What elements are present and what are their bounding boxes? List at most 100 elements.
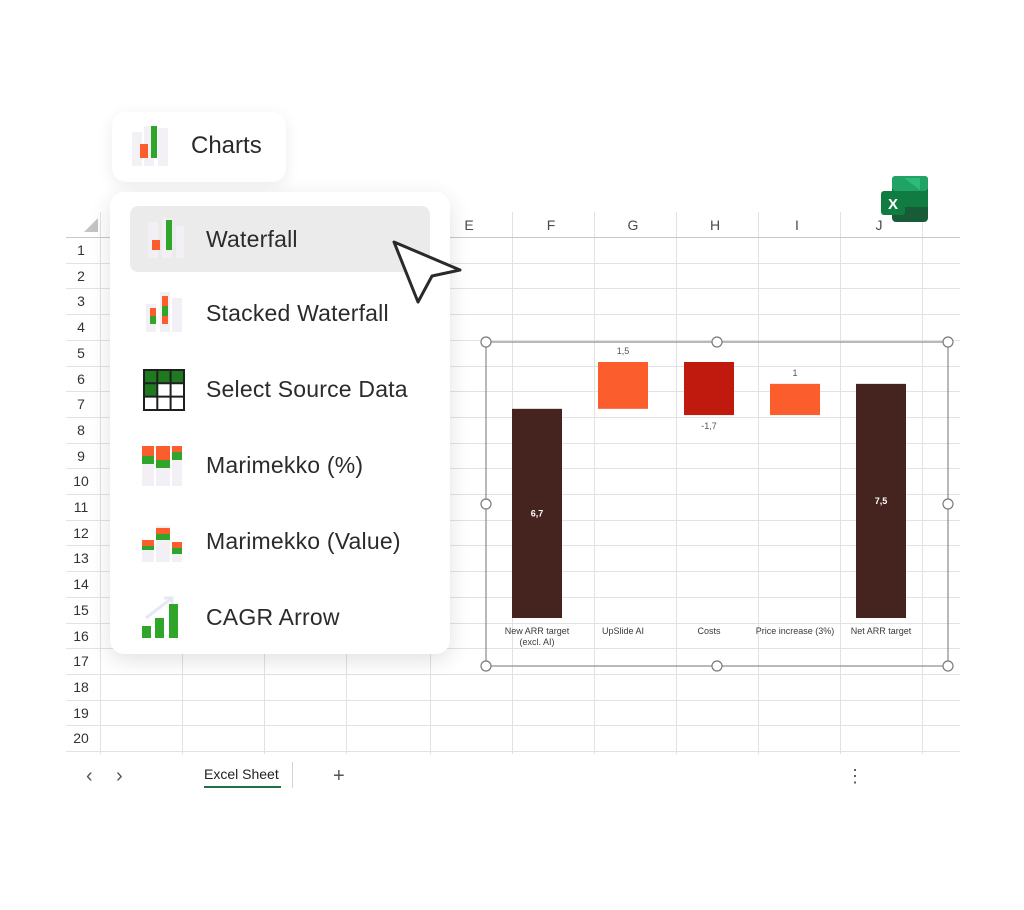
data-label: 1 bbox=[792, 368, 797, 378]
menu-item-label: Marimekko (Value) bbox=[206, 527, 401, 554]
menu-item-label: Stacked Waterfall bbox=[206, 299, 389, 326]
grid-hline bbox=[66, 339, 960, 341]
excel-logo-icon: X bbox=[881, 176, 928, 222]
row-header[interactable]: 5 bbox=[77, 344, 85, 361]
row-header[interactable]: 1 bbox=[77, 242, 85, 258]
row-header[interactable]: 17 bbox=[73, 653, 89, 670]
row-header[interactable]: 6 bbox=[77, 370, 85, 387]
row-header[interactable]: 20 bbox=[73, 730, 89, 747]
row-header[interactable]: 16 bbox=[73, 627, 89, 644]
row-header[interactable]: 18 bbox=[73, 678, 89, 695]
waterfall-bar[interactable] bbox=[684, 362, 734, 416]
grid-hline bbox=[66, 288, 960, 290]
menu-item-label: Waterfall bbox=[206, 225, 298, 252]
chart-bars-icon bbox=[132, 126, 168, 166]
grid-hline bbox=[66, 673, 960, 675]
resize-handle[interactable] bbox=[942, 660, 954, 672]
column-header[interactable]: G bbox=[627, 217, 639, 233]
waterfall-bar[interactable] bbox=[856, 383, 906, 618]
row-header[interactable]: 2 bbox=[77, 267, 85, 284]
select-all-corner[interactable] bbox=[84, 218, 98, 232]
grid-hline bbox=[66, 391, 960, 393]
svg-text:X: X bbox=[888, 196, 898, 213]
charts-dropdown-menu: Waterfall Stacked Waterfall Select Sourc… bbox=[110, 192, 450, 654]
column-header[interactable]: H bbox=[709, 217, 721, 233]
menu-item-select-source-data[interactable]: Select Source Data bbox=[130, 356, 430, 422]
menu-item-marimekko-value[interactable]: Marimekko (Value) bbox=[130, 508, 430, 574]
more-options-button[interactable]: ⋮ bbox=[846, 766, 864, 786]
grid-hline bbox=[66, 237, 960, 238]
row-header[interactable]: 8 bbox=[77, 421, 85, 438]
column-header[interactable]: I bbox=[795, 217, 799, 233]
marimekko-percent-icon bbox=[142, 446, 182, 486]
stacked-waterfall-icon bbox=[146, 292, 182, 332]
row-header[interactable]: 3 bbox=[77, 293, 85, 310]
grid-vline bbox=[840, 212, 841, 754]
waterfall-chart-svg: 6,7 New ARR target(excl. AI) 1,5 UpSlide AI… bbox=[480, 336, 954, 672]
menu-item-label: Select Source Data bbox=[206, 375, 408, 402]
resize-handle[interactable] bbox=[942, 498, 954, 510]
resize-handle[interactable] bbox=[480, 498, 492, 510]
row-header[interactable]: 9 bbox=[77, 447, 85, 464]
grid-vline bbox=[100, 212, 101, 754]
charts-menu-header[interactable]: Charts bbox=[112, 112, 286, 182]
grid-hline bbox=[66, 262, 960, 264]
category-label: Costs bbox=[697, 626, 721, 636]
waterfall-bar[interactable] bbox=[770, 383, 820, 416]
grid-hline bbox=[66, 314, 960, 316]
row-header[interactable]: 4 bbox=[77, 319, 85, 336]
grid-hline bbox=[66, 725, 960, 727]
resize-handle[interactable] bbox=[711, 660, 723, 672]
mouse-pointer-icon bbox=[392, 240, 462, 304]
menu-item-marimekko-percent[interactable]: Marimekko (%) bbox=[130, 432, 430, 498]
grid-hline bbox=[66, 622, 960, 624]
column-header[interactable]: J bbox=[875, 217, 883, 233]
sheet-tab-excel-sheet[interactable]: Excel Sheet bbox=[204, 766, 279, 782]
category-label: Net ARR target bbox=[851, 626, 912, 636]
category-label: (excl. AI) bbox=[519, 637, 554, 647]
row-header[interactable]: 13 bbox=[73, 550, 89, 567]
resize-handle[interactable] bbox=[711, 336, 723, 348]
row-header[interactable]: 19 bbox=[73, 704, 89, 721]
add-sheet-button[interactable]: + bbox=[333, 765, 345, 787]
grid-hline bbox=[66, 699, 960, 701]
resize-handle[interactable] bbox=[942, 336, 954, 348]
grid-hline bbox=[66, 648, 960, 650]
menu-item-cagr-arrow[interactable]: CAGR Arrow bbox=[130, 584, 430, 650]
grid-table-icon bbox=[143, 369, 185, 411]
column-header[interactable]: E bbox=[464, 217, 474, 233]
active-tab-indicator bbox=[204, 786, 281, 788]
grid-hline bbox=[66, 365, 960, 367]
grid-vline bbox=[676, 212, 677, 754]
waterfall-bar[interactable] bbox=[598, 362, 648, 409]
tab-divider bbox=[292, 762, 293, 788]
grid-vline bbox=[922, 212, 923, 754]
column-header[interactable]: F bbox=[546, 217, 556, 233]
waterfall-icon bbox=[148, 218, 184, 258]
resize-handle[interactable] bbox=[480, 336, 492, 348]
row-header[interactable]: 15 bbox=[73, 601, 89, 618]
waterfall-chart[interactable]: 6,7 New ARR target (excl. AI) 1,5 UpSlide AI… bbox=[480, 336, 954, 672]
grid-vline bbox=[594, 212, 595, 754]
category-label: New ARR target bbox=[505, 626, 570, 636]
menu-item-label: Marimekko (%) bbox=[206, 451, 364, 478]
charts-title: Charts bbox=[191, 132, 262, 159]
resize-handle[interactable] bbox=[480, 660, 492, 672]
data-label: 6,7 bbox=[531, 508, 544, 518]
menu-item-stacked-waterfall[interactable]: Stacked Waterfall bbox=[130, 280, 430, 346]
row-header[interactable]: 11 bbox=[73, 499, 89, 515]
cagr-arrow-icon bbox=[142, 596, 178, 638]
marimekko-value-icon bbox=[142, 526, 182, 562]
waterfall-bar[interactable] bbox=[512, 408, 562, 618]
grid-vline bbox=[758, 212, 759, 754]
row-header[interactable]: 10 bbox=[73, 473, 89, 490]
menu-item-waterfall[interactable]: Waterfall bbox=[130, 206, 430, 272]
row-header[interactable]: 12 bbox=[73, 524, 89, 541]
data-label: 1,5 bbox=[617, 346, 630, 356]
row-header[interactable]: 14 bbox=[73, 576, 89, 593]
row-header[interactable]: 7 bbox=[77, 396, 85, 413]
category-label: UpSlide AI bbox=[602, 626, 644, 636]
data-label: -1,7 bbox=[701, 421, 717, 431]
next-sheet-button[interactable]: › bbox=[116, 765, 123, 787]
prev-sheet-button[interactable]: ‹ bbox=[86, 765, 93, 787]
